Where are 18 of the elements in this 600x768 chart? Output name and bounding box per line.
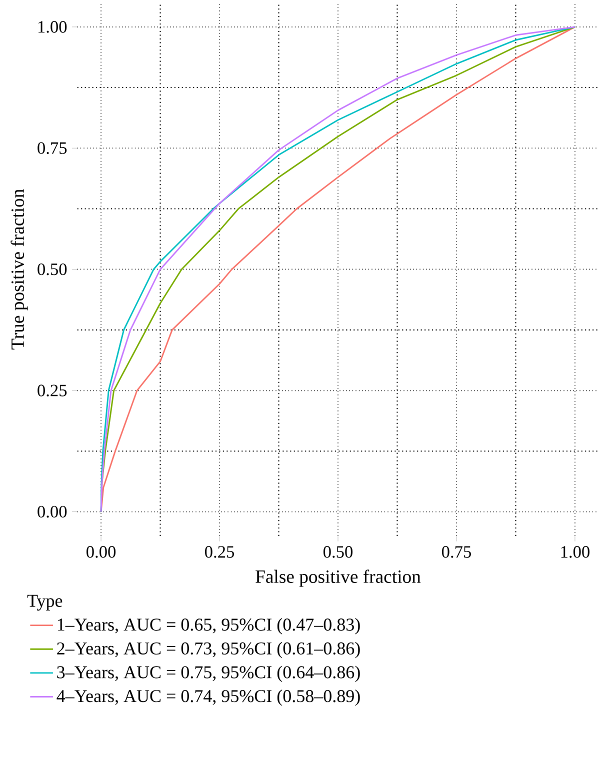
y-axis-title: True positive fraction: [10, 189, 28, 350]
x-tick-label: 0.50: [323, 546, 352, 558]
x-tick-label: 0.25: [205, 546, 234, 558]
x-axis-title: False positive fraction: [256, 570, 421, 587]
y-tick-label: 0.25: [38, 384, 67, 396]
y-tick-label: 0.00: [38, 506, 67, 518]
y-tick-label: 0.50: [38, 263, 67, 276]
legend-title: Type: [27, 594, 62, 611]
x-tick-label: 0.75: [442, 546, 471, 558]
legend-label: 1–Years, AUC = 0.65, 95%CI (0.47–0.83): [58, 618, 360, 634]
legend-label: 3–Years, AUC = 0.75, 95%CI (0.64–0.86): [57, 666, 360, 682]
legend-label: 4–Years, AUC = 0.74, 95%CI (0.58–0.89): [56, 690, 360, 706]
line-series: [100, 26, 576, 512]
x-tick-label: 1.00: [561, 546, 590, 558]
x-tick-label: 0.00: [86, 546, 116, 558]
y-tick-label: 0.75: [38, 142, 67, 154]
legend-label: 2–Years, AUC = 0.73, 95%CI (0.61–0.86): [57, 642, 360, 658]
y-tick-label: 1.00: [38, 21, 67, 33]
